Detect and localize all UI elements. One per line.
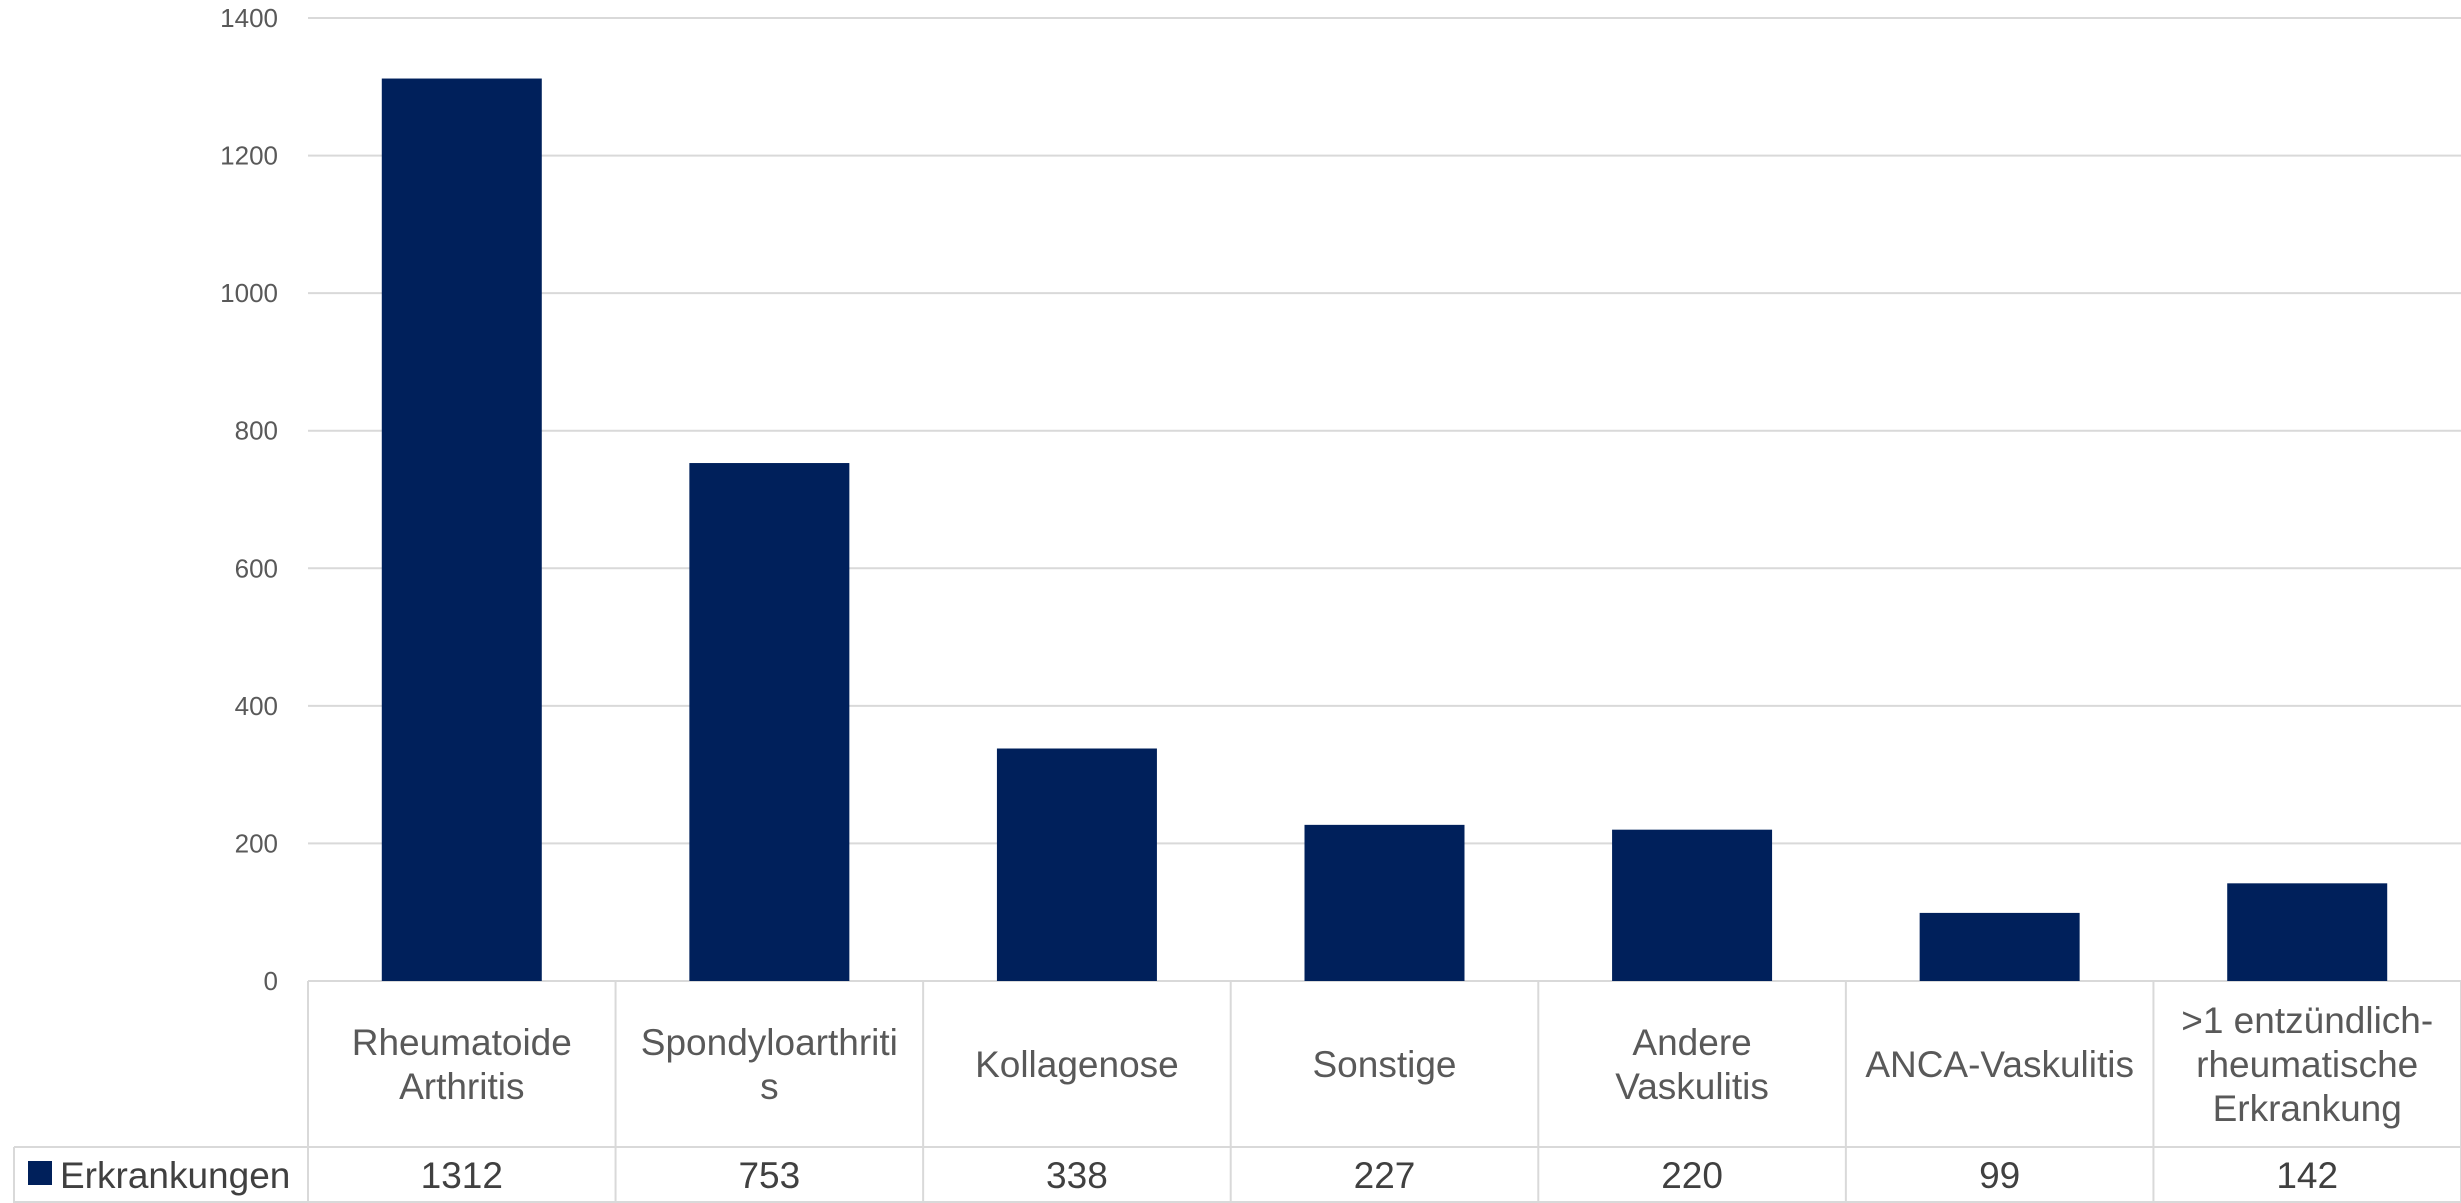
category-label: Spondyloarthriti bbox=[641, 1022, 898, 1063]
legend-swatch bbox=[28, 1161, 52, 1185]
category-label: Vaskulitis bbox=[1615, 1066, 1769, 1107]
data-table-value: 142 bbox=[2276, 1155, 2338, 1196]
category-label: >1 entzündlich- bbox=[2181, 1000, 2433, 1041]
category-label: Rheumatoide bbox=[352, 1022, 572, 1063]
data-table-value: 1312 bbox=[421, 1155, 503, 1196]
bar bbox=[381, 78, 542, 981]
bar bbox=[2227, 883, 2388, 981]
bar bbox=[996, 748, 1157, 981]
category-label: Andere bbox=[1632, 1022, 1751, 1063]
data-table-value: 227 bbox=[1354, 1155, 1416, 1196]
y-tick-label: 200 bbox=[235, 828, 278, 858]
bar bbox=[1612, 829, 1773, 981]
category-label: Erkrankung bbox=[2213, 1088, 2402, 1129]
bars bbox=[381, 78, 2388, 981]
y-tick-label: 1400 bbox=[220, 3, 278, 33]
data-table-value: 753 bbox=[738, 1155, 800, 1196]
legend-label-erkrankungen: Erkrankungen bbox=[60, 1155, 290, 1196]
category-label: Arthritis bbox=[399, 1066, 524, 1107]
y-tick-label: 600 bbox=[235, 553, 278, 583]
category-label: Kollagenose bbox=[975, 1044, 1179, 1085]
y-tick-label: 1000 bbox=[220, 278, 278, 308]
bar bbox=[1304, 824, 1465, 981]
category-label: Sonstige bbox=[1313, 1044, 1457, 1085]
y-tick-label: 800 bbox=[235, 416, 278, 446]
y-tick-label: 1200 bbox=[220, 141, 278, 171]
category-label: s bbox=[760, 1066, 779, 1107]
category-label: rheumatische bbox=[2196, 1044, 2418, 1085]
data-table-value: 220 bbox=[1661, 1155, 1723, 1196]
data-table bbox=[13, 981, 2461, 1203]
data-table-value: 99 bbox=[1979, 1155, 2020, 1196]
legend: Erkrankungen bbox=[28, 1155, 290, 1196]
category-label: ANCA-Vaskulitis bbox=[1865, 1044, 2134, 1085]
y-tick-label: 0 bbox=[264, 966, 278, 996]
y-axis-ticks: 0 200 400 600 800 1000 1200 1400 bbox=[220, 3, 278, 996]
y-tick-label: 400 bbox=[235, 691, 278, 721]
value-labels: 1312 753 338 227 220 99 142 bbox=[421, 1155, 2338, 1196]
data-table-value: 338 bbox=[1046, 1155, 1108, 1196]
bar bbox=[689, 463, 850, 981]
gridlines bbox=[308, 17, 2461, 982]
bar bbox=[1919, 912, 2080, 981]
